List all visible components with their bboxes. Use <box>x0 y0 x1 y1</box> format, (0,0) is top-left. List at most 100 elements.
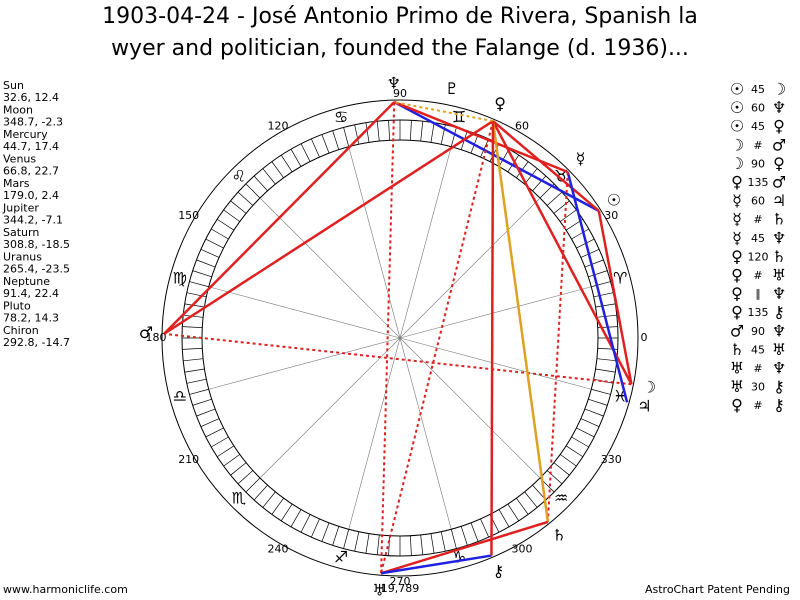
aspect-type: # <box>753 269 762 282</box>
ring-hatch <box>588 398 608 406</box>
ring-hatch <box>365 533 370 554</box>
planet-name: Jupiter <box>2 202 39 215</box>
aspect-line <box>380 120 494 574</box>
ring-hatch <box>332 130 340 150</box>
sign-glyph: ♌ <box>232 166 246 185</box>
ring-hatch <box>450 127 457 147</box>
ring-hatch <box>553 200 570 214</box>
aspect-line <box>597 210 633 385</box>
aspect-line <box>163 120 494 335</box>
ring-hatch <box>245 477 261 493</box>
degree-label: 240 <box>268 542 289 555</box>
footer-left: www.harmoniclife.com <box>3 583 128 596</box>
spoke <box>348 337 401 530</box>
aspect-planet: ⚷ <box>773 377 785 396</box>
ring-hatch <box>253 175 268 192</box>
aspect-planet: ♆ <box>772 228 786 247</box>
aspect-type: 45 <box>751 83 765 96</box>
planet-coords: 179.0, 2.4 <box>3 189 59 202</box>
center-note: 19,789 <box>381 582 420 595</box>
aspect-planet: ♀ <box>731 284 743 303</box>
aspect-type: # <box>753 213 762 226</box>
aspect-planet: ♅ <box>772 340 786 359</box>
spoke <box>348 146 401 339</box>
aspect-type: 90 <box>751 325 765 338</box>
ring-hatch <box>354 531 360 552</box>
aspect-planet: ☿ <box>732 210 742 229</box>
ring-hatch <box>584 408 604 417</box>
planet-coords: 66.8, 22.7 <box>3 165 59 178</box>
aspect-line <box>393 100 569 174</box>
degree-label: 270 <box>390 575 411 588</box>
ring-hatch <box>186 378 207 384</box>
spoke <box>399 337 452 530</box>
aspect-planet: ☽ <box>730 154 744 173</box>
ring-hatch <box>216 445 235 458</box>
aspect-line <box>492 120 600 212</box>
aspect-type: 60 <box>751 195 765 208</box>
planet-coords: 265.4, -23.5 <box>3 263 70 276</box>
ring-hatch <box>205 427 224 438</box>
ring-hatch <box>300 514 311 533</box>
planet-glyph: ♅ <box>372 581 386 600</box>
planet-name: Uranus <box>3 251 42 264</box>
ring-hatch <box>196 259 216 268</box>
ring-hatch <box>343 127 350 147</box>
aspect-line <box>163 332 632 386</box>
spoke <box>208 337 401 390</box>
ring-hatch <box>388 120 390 141</box>
degree-label: 120 <box>268 120 289 133</box>
spoke <box>259 337 401 479</box>
ring-hatch <box>184 303 205 308</box>
ring-hatch <box>576 427 595 438</box>
aspect-planet: ♀ <box>731 303 743 322</box>
aspect-type: 60 <box>751 102 765 115</box>
ring-hatch <box>595 368 616 373</box>
ring-hatch <box>271 497 284 515</box>
outer-circle <box>161 99 639 577</box>
ring-hatch <box>183 358 204 362</box>
ring-hatch <box>596 358 617 362</box>
ring-hatch <box>245 183 261 199</box>
ring-hatch <box>311 138 320 158</box>
degree-label: 300 <box>512 542 533 555</box>
aspect-planet: ♅ <box>730 359 744 378</box>
planet-coords: 344.2, -7.1 <box>3 214 63 227</box>
spoke <box>399 337 592 390</box>
ring-hatch <box>388 535 390 556</box>
planet-glyph: ♃ <box>637 397 651 416</box>
ring-hatch <box>200 249 220 258</box>
planet-name: Mars <box>3 177 30 190</box>
ring-hatch <box>290 149 302 167</box>
aspect-type: # <box>753 139 762 152</box>
ring-hatch <box>189 281 209 288</box>
ring-hatch <box>516 497 529 515</box>
planet-glyph: ⚷ <box>493 562 505 581</box>
ring-hatch <box>321 522 330 542</box>
aspect-type: # <box>753 362 762 375</box>
aspect-planet: ♂ <box>772 135 786 154</box>
aspect-line <box>393 100 600 212</box>
ring-hatch <box>584 259 604 268</box>
ring-hatch <box>593 292 614 298</box>
planet-glyph: ♄ <box>552 525 566 544</box>
planet-name: Venus <box>3 153 36 166</box>
ring-hatch <box>507 503 520 522</box>
ring-hatch <box>262 491 276 508</box>
ring-hatch <box>571 228 589 240</box>
aspect-type: # <box>753 399 762 412</box>
planet-coords: 308.8, -18.5 <box>3 238 70 251</box>
ring-hatch <box>460 526 468 546</box>
aspect-planet: ♀ <box>773 117 785 136</box>
planet-coords: 91.4, 22.4 <box>3 287 59 300</box>
spoke <box>399 286 592 339</box>
ring-hatch <box>410 535 412 556</box>
planet-name: Saturn <box>3 226 39 239</box>
ring-hatch <box>596 314 617 318</box>
aspect-line <box>491 120 550 523</box>
ring-hatch <box>591 388 611 395</box>
planet-glyph: ♆ <box>387 74 401 93</box>
aspect-type: 45 <box>751 343 765 356</box>
aspect-line <box>394 101 494 123</box>
planet-glyph: ♇ <box>445 79 459 98</box>
